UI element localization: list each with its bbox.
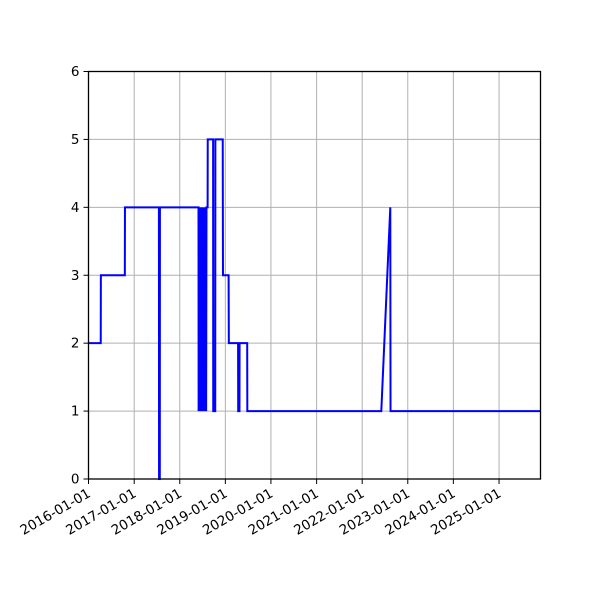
y-tick-label: 4: [71, 200, 80, 216]
y-tick-label: 3: [71, 268, 80, 284]
y-tick-label: 2: [71, 336, 80, 352]
y-tick-label: 6: [71, 64, 80, 80]
y-tick-label: 0: [71, 472, 80, 488]
y-tick-label: 1: [71, 404, 80, 420]
y-tick-label: 5: [71, 132, 80, 148]
